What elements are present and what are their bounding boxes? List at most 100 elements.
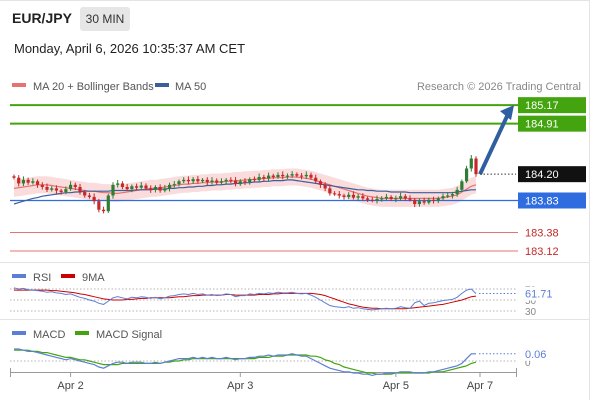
level-label-2: 183.83 bbox=[525, 195, 559, 207]
candle-body bbox=[413, 199, 417, 205]
candle-body bbox=[73, 184, 77, 187]
legend-ma50-label: MA 50 bbox=[175, 81, 206, 93]
candle-body bbox=[45, 186, 49, 190]
legend-macd-signal-label: MACD Signal bbox=[96, 329, 162, 341]
candle-body bbox=[31, 181, 35, 183]
candle-body bbox=[394, 198, 398, 200]
x-tick-label: Apr 5 bbox=[383, 380, 409, 392]
candles bbox=[12, 155, 478, 214]
candle-body bbox=[186, 179, 191, 182]
x-axis-ticks: Apr 2 Apr 3 Apr 5 Apr 7 bbox=[10, 368, 517, 392]
legend-ma20-swatch bbox=[12, 83, 26, 87]
candle-body bbox=[83, 191, 87, 196]
candle-body bbox=[441, 196, 445, 199]
candle-body bbox=[299, 175, 304, 177]
price-labels: 185.17 184.91 183.83 183.38 183.12 184.20 bbox=[480, 97, 586, 258]
candle-body bbox=[224, 179, 228, 182]
candle-body bbox=[215, 180, 219, 183]
candle-body bbox=[398, 196, 403, 199]
candle-body bbox=[149, 188, 153, 190]
candle-body bbox=[342, 195, 346, 197]
bollinger-band bbox=[14, 168, 476, 207]
macd-current-bg bbox=[520, 346, 556, 361]
bollinger-band-fill bbox=[14, 168, 476, 207]
legend-macd-swatch bbox=[12, 331, 26, 335]
candle-body bbox=[361, 196, 365, 199]
candle-body bbox=[196, 179, 200, 182]
candle-body bbox=[97, 201, 101, 210]
candle-body bbox=[431, 199, 436, 201]
candle-body bbox=[328, 188, 332, 194]
candle-body bbox=[257, 177, 261, 180]
candle-body bbox=[111, 184, 115, 196]
candle-body bbox=[26, 179, 30, 183]
candle-body bbox=[64, 189, 68, 192]
candle-body bbox=[285, 175, 290, 177]
candle-body bbox=[248, 179, 252, 182]
candle-body bbox=[469, 158, 473, 169]
timeframe-button[interactable]: 30 MIN bbox=[80, 7, 130, 31]
candle-body bbox=[12, 176, 16, 178]
legend-rsi-ma-label: 9MA bbox=[82, 272, 105, 284]
candle-body bbox=[200, 179, 205, 182]
candle-body bbox=[167, 184, 172, 189]
candle-body bbox=[304, 174, 308, 177]
projection-arrow bbox=[478, 105, 514, 176]
rsi-level-label: 30 bbox=[525, 307, 537, 318]
macd-panel: 00.06 bbox=[10, 346, 556, 377]
rsi-current-bg bbox=[520, 286, 560, 301]
candle-body bbox=[78, 186, 82, 192]
legend-ma20-label: MA 20 + Bollinger Bands bbox=[33, 81, 154, 93]
candle-body bbox=[59, 190, 63, 192]
candle-body bbox=[17, 177, 21, 184]
candle-body bbox=[384, 196, 389, 199]
candle-body bbox=[356, 196, 360, 198]
candle-body bbox=[427, 199, 431, 203]
candle-body bbox=[370, 199, 374, 201]
candle-body bbox=[323, 184, 327, 189]
legend-rsi-ma-swatch bbox=[61, 274, 75, 278]
symbol-title: EUR/JPY bbox=[12, 10, 72, 26]
candle-body bbox=[314, 177, 318, 182]
candle-body bbox=[101, 209, 106, 212]
candle-body bbox=[158, 186, 162, 191]
candle-body bbox=[130, 186, 134, 190]
candle-body bbox=[153, 186, 158, 190]
candle-body bbox=[144, 185, 148, 189]
candle-body bbox=[35, 181, 40, 185]
candle-body bbox=[233, 180, 238, 185]
candle-body bbox=[134, 186, 139, 188]
candle-body bbox=[238, 181, 242, 185]
candle-body bbox=[106, 195, 110, 212]
legend-macd-signal-swatch bbox=[75, 331, 89, 335]
candle-body bbox=[332, 193, 337, 195]
candle-body bbox=[337, 194, 341, 196]
candle-body bbox=[87, 195, 92, 197]
candle-body bbox=[191, 179, 195, 182]
candle-body bbox=[408, 198, 412, 200]
candle-body bbox=[365, 198, 370, 200]
candle-body bbox=[281, 174, 285, 177]
rsi-level-label: 50 bbox=[525, 296, 537, 307]
level-label-3: 183.38 bbox=[525, 228, 559, 240]
candle-body bbox=[276, 174, 280, 178]
level-label-4: 183.12 bbox=[525, 246, 559, 258]
projection-arrow-head bbox=[500, 105, 514, 121]
candle-body bbox=[295, 174, 299, 176]
current-price-label: 184.20 bbox=[525, 169, 559, 181]
candle-body bbox=[219, 181, 224, 183]
candle-body bbox=[125, 186, 129, 190]
x-tick-label: Apr 2 bbox=[57, 380, 83, 392]
projection-arrow-shaft bbox=[478, 113, 510, 176]
watermark: Research © 2026 Trading Central bbox=[417, 81, 581, 93]
candle-body bbox=[422, 201, 426, 203]
datetime-label: Monday, April 6, 2026 10:35:37 AM CET bbox=[14, 41, 246, 56]
candle-body bbox=[375, 199, 379, 201]
candle-body bbox=[318, 181, 323, 185]
legend-rsi-label: RSI bbox=[33, 272, 51, 284]
candle-body bbox=[460, 181, 464, 190]
candle-body bbox=[450, 194, 455, 196]
candle-body bbox=[389, 196, 393, 200]
candle-body bbox=[21, 179, 26, 184]
macd-current-label: 0.06 bbox=[525, 349, 546, 361]
